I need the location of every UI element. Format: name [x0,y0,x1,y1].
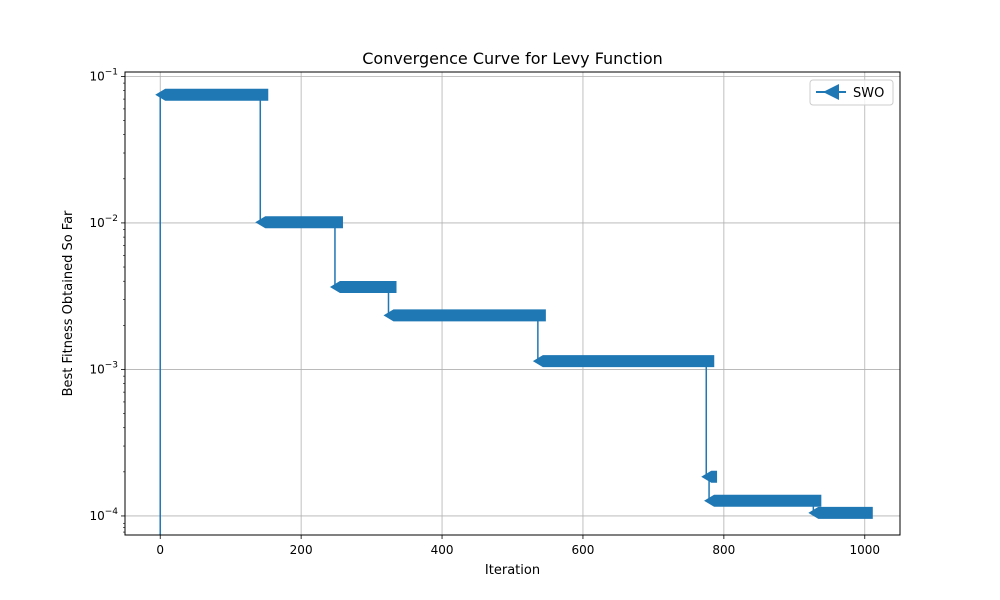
chart-title: Convergence Curve for Levy Function [362,49,663,68]
x-tick-label: 200 [290,543,313,557]
y-tick-label: 10−1 [89,67,118,83]
series-swo [155,88,873,535]
marker-run-swo [701,470,718,483]
marker-run-swo [255,216,343,229]
y-axis-label: Best Fitness Obtained So Far [61,210,76,396]
x-axis-ticks: 0 200 400 600 800 1000 [156,535,880,557]
y-tick-label: 10−2 [89,214,118,230]
marker-run-swo [532,355,715,368]
x-tick-label: 1000 [849,543,880,557]
marker-run-swo [155,88,269,101]
plot-frame [124,71,901,536]
legend-marker-swo [823,84,839,100]
y-tick-label: 10−3 [89,360,118,376]
y-tick-label: 10−4 [89,507,118,523]
x-tick-label: 800 [712,543,735,557]
legend: SWO [809,79,894,106]
x-tick-label: 600 [572,543,595,557]
x-tick-label: 0 [156,543,164,557]
marker-run-swo [383,309,546,322]
legend-box [809,79,894,106]
marker-run-swo [329,281,397,294]
grid-lines [125,72,900,535]
x-axis-label: Iteration [485,563,540,578]
marker-run-swo [808,506,873,519]
series-layer [155,88,873,535]
legend-label-swo: SWO [853,86,884,101]
x-tick-label: 400 [431,543,454,557]
marker-run-swo [704,494,822,507]
y-axis-ticks: 10−4 10−3 10−2 10−1 [89,67,125,533]
